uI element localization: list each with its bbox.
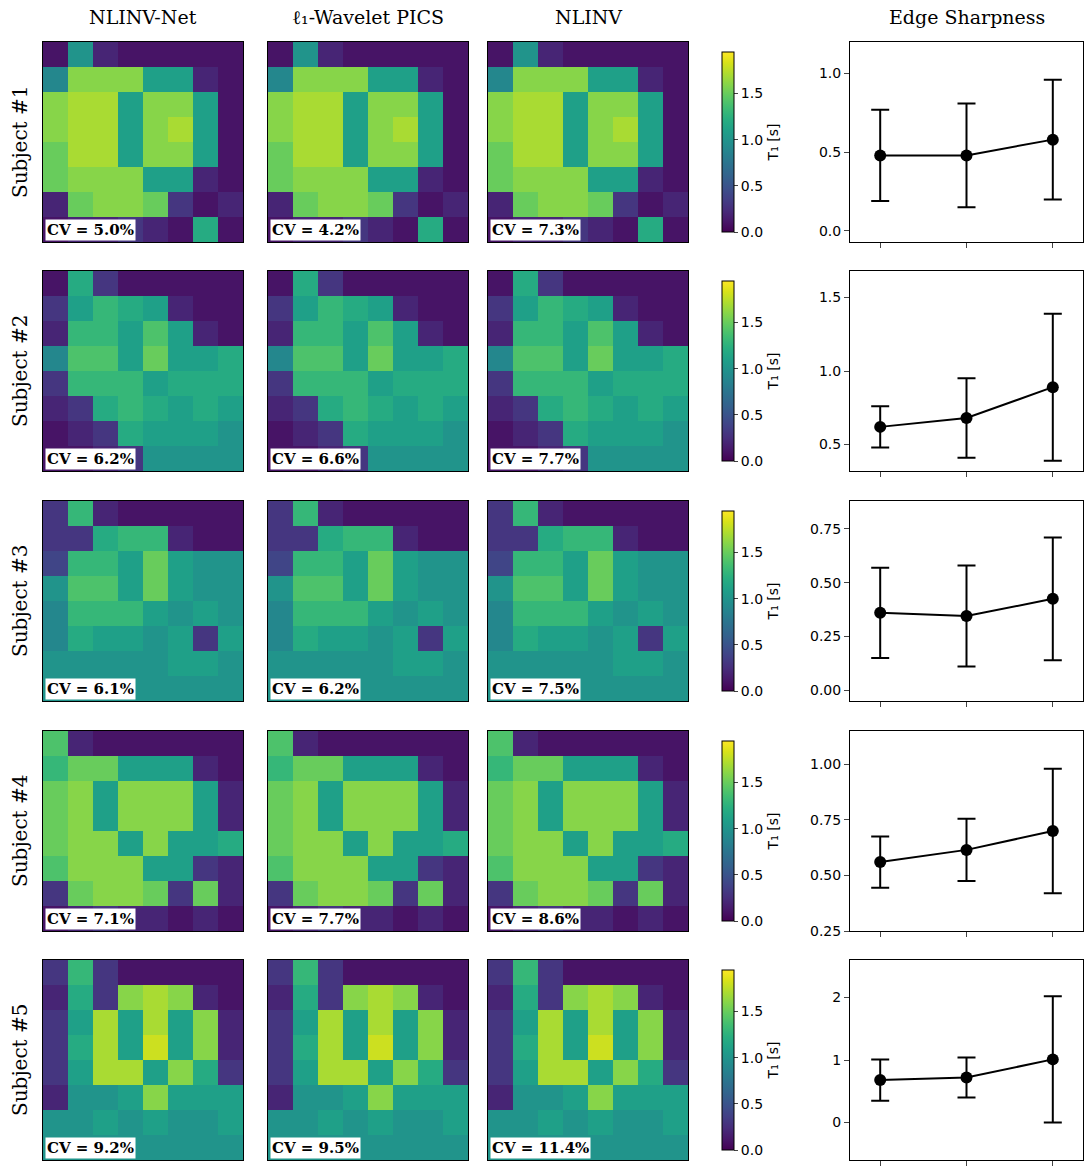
svg-text:0.50: 0.50 bbox=[810, 867, 841, 883]
svg-text:1.5: 1.5 bbox=[741, 85, 763, 101]
svg-text:0.5: 0.5 bbox=[819, 144, 841, 160]
svg-text:0.00: 0.00 bbox=[810, 682, 841, 698]
svg-text:1.0: 1.0 bbox=[741, 1050, 763, 1066]
svg-text:0.5: 0.5 bbox=[741, 1096, 763, 1112]
svg-text:1.00: 1.00 bbox=[810, 756, 841, 772]
svg-text:1: 1 bbox=[832, 1052, 841, 1068]
svg-text:1.5: 1.5 bbox=[741, 774, 763, 790]
svg-text:CV = 6.2%: CV = 6.2% bbox=[272, 680, 359, 698]
svg-text:1.0: 1.0 bbox=[819, 363, 841, 379]
svg-text:0.75: 0.75 bbox=[810, 521, 841, 537]
svg-text:CV = 7.5%: CV = 7.5% bbox=[492, 680, 579, 698]
svg-text:0.25: 0.25 bbox=[810, 628, 841, 644]
svg-text:0.5: 0.5 bbox=[741, 867, 763, 883]
svg-text:CV = 9.2%: CV = 9.2% bbox=[47, 1139, 134, 1157]
svg-text:1.0: 1.0 bbox=[741, 361, 763, 377]
svg-text:1.5: 1.5 bbox=[741, 314, 763, 330]
svg-text:NLINV: NLINV bbox=[555, 6, 622, 28]
svg-text:T₁ [s]: T₁ [s] bbox=[765, 813, 781, 851]
svg-text:T₁ [s]: T₁ [s] bbox=[765, 583, 781, 621]
svg-text:1.0: 1.0 bbox=[741, 821, 763, 837]
svg-text:1.0: 1.0 bbox=[819, 65, 841, 81]
svg-text:0.0: 0.0 bbox=[741, 683, 763, 699]
svg-text:CV = 7.7%: CV = 7.7% bbox=[272, 910, 359, 928]
svg-text:CV = 6.6%: CV = 6.6% bbox=[272, 450, 359, 468]
svg-text:ℓ₁-Wavelet PICS: ℓ₁-Wavelet PICS bbox=[292, 6, 444, 28]
svg-text:Subject #1: Subject #1 bbox=[8, 86, 32, 199]
svg-text:1.0: 1.0 bbox=[741, 591, 763, 607]
svg-text:CV = 9.5%: CV = 9.5% bbox=[272, 1139, 359, 1157]
svg-text:2: 2 bbox=[832, 989, 841, 1005]
svg-text:CV = 11.4%: CV = 11.4% bbox=[492, 1139, 589, 1157]
svg-text:T₁ [s]: T₁ [s] bbox=[765, 124, 781, 162]
svg-text:CV = 7.7%: CV = 7.7% bbox=[492, 450, 579, 468]
svg-text:CV = 6.2%: CV = 6.2% bbox=[47, 450, 134, 468]
svg-text:0.5: 0.5 bbox=[819, 436, 841, 452]
svg-text:Edge Sharpness: Edge Sharpness bbox=[889, 6, 1045, 28]
svg-text:1.5: 1.5 bbox=[741, 544, 763, 560]
svg-text:CV = 7.3%: CV = 7.3% bbox=[492, 221, 579, 239]
svg-text:0.50: 0.50 bbox=[810, 575, 841, 591]
svg-text:Subject #4: Subject #4 bbox=[8, 775, 32, 888]
svg-text:1.5: 1.5 bbox=[819, 289, 841, 305]
svg-text:0.0: 0.0 bbox=[819, 223, 841, 239]
svg-text:0: 0 bbox=[832, 1114, 841, 1130]
svg-text:Subject #3: Subject #3 bbox=[8, 545, 32, 658]
svg-text:Subject #5: Subject #5 bbox=[8, 1004, 32, 1117]
svg-text:1.0: 1.0 bbox=[741, 132, 763, 148]
svg-text:0.5: 0.5 bbox=[741, 637, 763, 653]
svg-text:T₁ [s]: T₁ [s] bbox=[765, 353, 781, 391]
svg-text:0.5: 0.5 bbox=[741, 178, 763, 194]
svg-text:0.0: 0.0 bbox=[741, 913, 763, 929]
svg-text:CV = 4.2%: CV = 4.2% bbox=[272, 221, 359, 239]
svg-text:T₁ [s]: T₁ [s] bbox=[765, 1042, 781, 1080]
svg-text:1.5: 1.5 bbox=[741, 1003, 763, 1019]
svg-text:CV = 7.1%: CV = 7.1% bbox=[47, 910, 134, 928]
svg-text:CV = 6.1%: CV = 6.1% bbox=[47, 680, 134, 698]
svg-text:CV = 5.0%: CV = 5.0% bbox=[47, 221, 134, 239]
svg-text:0.0: 0.0 bbox=[741, 453, 763, 469]
svg-text:0.0: 0.0 bbox=[741, 224, 763, 240]
svg-text:NLINV-Net: NLINV-Net bbox=[89, 6, 197, 28]
svg-text:0.75: 0.75 bbox=[810, 812, 841, 828]
svg-text:0.5: 0.5 bbox=[741, 407, 763, 423]
svg-text:CV = 8.6%: CV = 8.6% bbox=[492, 910, 579, 928]
svg-text:0.25: 0.25 bbox=[810, 923, 841, 939]
svg-text:0.0: 0.0 bbox=[741, 1142, 763, 1158]
svg-text:Subject #2: Subject #2 bbox=[8, 315, 32, 428]
